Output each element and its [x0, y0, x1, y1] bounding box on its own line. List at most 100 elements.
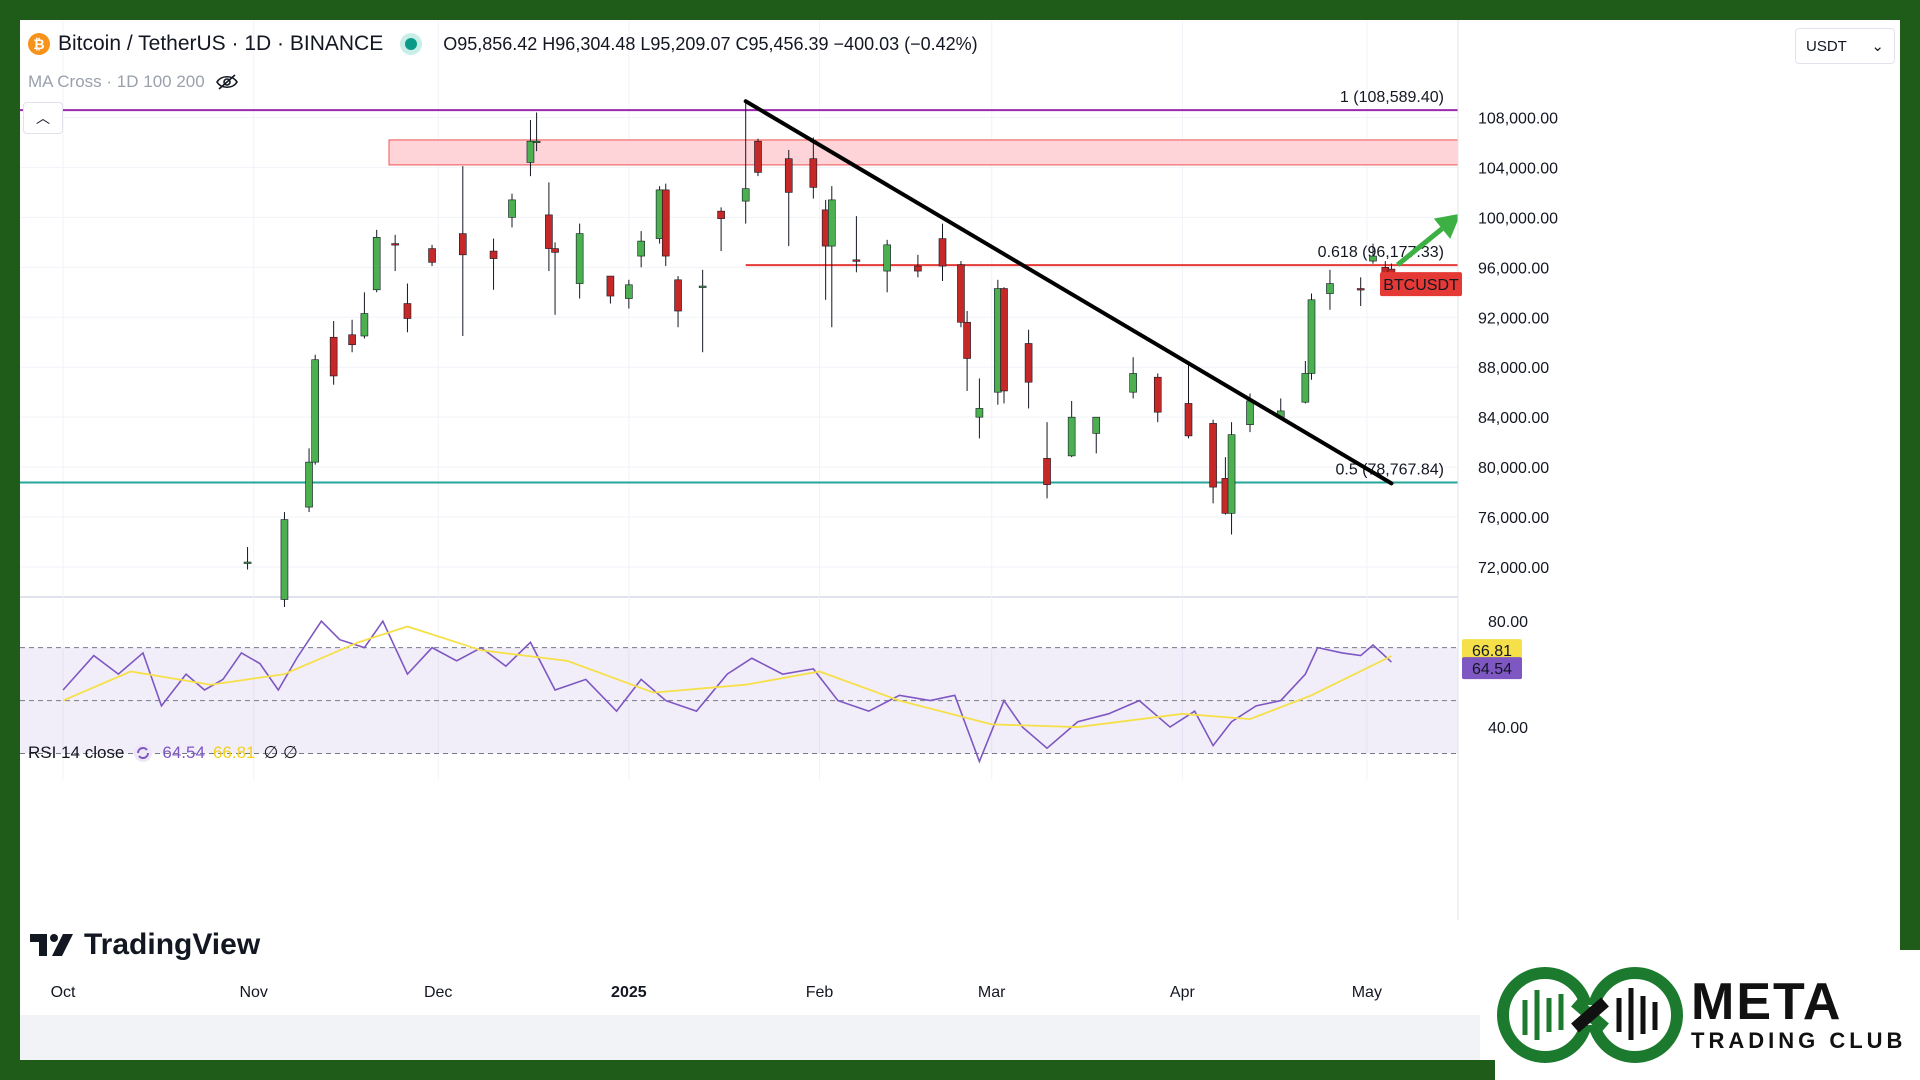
trading-club-wordmark: TRADING CLUB — [1691, 1028, 1907, 1053]
rsi-band-fill — [20, 647, 1458, 754]
price-tick-label: 96,000.00 — [1478, 260, 1549, 277]
eye-hidden-icon[interactable] — [215, 73, 239, 91]
descending-trendline — [743, 99, 1394, 486]
collapse-legend-button[interactable]: ︿ — [23, 102, 63, 134]
rsi-value-badge-label: 64.54 — [1472, 661, 1512, 678]
candle-body — [1129, 373, 1137, 393]
price-tick-label: 104,000.00 — [1478, 160, 1558, 177]
candle-body — [938, 238, 947, 267]
candle-body — [827, 199, 836, 247]
symbol-price-label: BTCUSDT — [1383, 277, 1459, 294]
grid-layer — [20, 20, 1458, 780]
candle-body — [1024, 343, 1033, 383]
candle-body — [489, 250, 498, 259]
candle-body — [717, 210, 725, 219]
candle-body — [1209, 423, 1217, 488]
candle-body — [674, 279, 682, 312]
candle-body — [1043, 458, 1051, 485]
rsi-value-badge — [1462, 657, 1522, 680]
candle-body — [1369, 255, 1377, 262]
candle-body — [391, 243, 399, 246]
candle-body — [637, 240, 645, 257]
candles-layer — [243, 99, 1396, 607]
candle-body — [311, 359, 320, 463]
candle-body — [975, 408, 984, 418]
candle-body — [1326, 283, 1334, 294]
chart-frame: 1 (108,589.40) 0.618 (96,177.33) 0.5 (78,7… — [20, 20, 1920, 1080]
candle-body — [957, 264, 965, 323]
candle-body — [458, 233, 467, 256]
chart-canvas[interactable]: 1 (108,589.40) 0.618 (96,177.33) 0.5 (78,7… — [20, 20, 1900, 1060]
candle-body — [883, 244, 891, 272]
rsi-tick-label: 80.00 — [1488, 614, 1528, 631]
tradingview-icon — [30, 934, 73, 956]
rsi-value-badge — [1462, 639, 1522, 662]
time-tick-label: Nov — [239, 984, 267, 1001]
price-tick-label: 76,000.00 — [1478, 510, 1549, 527]
symbol-header: ₿ Bitcoin / TetherUS · 1D · BINANCE O95,… — [28, 32, 978, 56]
rsi-label[interactable]: RSI 14 close — [28, 743, 125, 762]
candle-body — [575, 233, 584, 284]
candle-body — [1153, 376, 1162, 413]
currency-value: USDT — [1806, 37, 1847, 55]
candle-body — [243, 561, 252, 564]
rsi-ma-line — [62, 625, 1392, 728]
candle-body — [625, 284, 633, 299]
rsi-ma-value: 66.81 — [212, 743, 256, 762]
rsi-extra-values: ∅ ∅ — [263, 743, 298, 762]
resistance-zone — [388, 139, 1485, 166]
fib-level-label: 0.5 (78,767.84) — [1335, 462, 1444, 479]
bottom-toolbar-strip — [20, 1015, 1480, 1060]
candle-body — [1000, 288, 1008, 392]
candle-body — [1246, 400, 1254, 425]
time-tick-label: 2025 — [611, 984, 647, 1001]
candle-body — [348, 334, 356, 346]
meta-trading-club-logo: META TRADING CLUB — [1495, 950, 1920, 1080]
time-tick-label: Oct — [51, 984, 76, 1001]
price-tick-label: 108,000.00 — [1478, 110, 1558, 127]
price-tick-label: 84,000.00 — [1478, 410, 1549, 427]
tradingview-wordmark: TradingView — [84, 928, 261, 961]
drawings-layer — [743, 99, 1461, 486]
candle-body — [606, 275, 615, 297]
tradingview-logo[interactable]: TradingView — [30, 928, 260, 962]
candle-body — [403, 303, 412, 319]
candle-body — [508, 199, 516, 218]
market-open-icon — [405, 38, 418, 50]
chevron-down-icon: ⌄ — [1871, 38, 1884, 55]
price-tick-label: 88,000.00 — [1478, 360, 1549, 377]
candle-body — [1184, 403, 1193, 437]
meta-wordmark: META — [1691, 973, 1843, 1031]
forecast-arrow-shaft — [1396, 226, 1444, 267]
candle-body — [428, 248, 436, 263]
rsi-legend: RSI 14 close 64.54 66.81 ∅ ∅ — [28, 742, 298, 764]
candle-body — [1301, 373, 1310, 403]
candle-body — [305, 461, 313, 508]
chevron-up-icon: ︿ — [36, 110, 50, 126]
candle-body — [661, 189, 670, 257]
candle-body — [963, 321, 971, 359]
candle-body — [372, 237, 381, 291]
candle-body — [1227, 434, 1236, 514]
rsi-tick-label: 40.00 — [1488, 720, 1528, 737]
fib-level-label: 1 (108,589.40) — [1340, 89, 1444, 106]
infinity-chart-icon — [1497, 967, 1683, 1063]
bitcoin-icon: ₿ — [28, 33, 50, 55]
resistance-zone-layer — [388, 139, 1485, 166]
time-tick-label: Feb — [806, 984, 834, 1001]
time-tick-label: May — [1352, 984, 1382, 1001]
rsi-line — [62, 619, 1392, 764]
fib-level-label: 0.618 (96,177.33) — [1318, 244, 1444, 261]
candle-body — [741, 188, 750, 202]
currency-select[interactable]: USDT ⌄ — [1795, 28, 1895, 64]
symbol-title[interactable]: Bitcoin / TetherUS · 1D · BINANCE — [58, 32, 384, 55]
price-tick-label: 100,000.00 — [1478, 210, 1558, 227]
candle-body — [1356, 288, 1365, 291]
ma-cross-label[interactable]: MA Cross · 1D 100 200 — [28, 72, 205, 91]
price-tick-label: 80,000.00 — [1478, 460, 1549, 477]
candle-body — [551, 248, 559, 253]
rsi-value: 64.54 — [162, 743, 205, 762]
levels-layer: 1 (108,589.40) 0.618 (96,177.33) 0.5 (78,7… — [20, 89, 1458, 484]
price-axis-background — [1458, 20, 1900, 920]
candle-body — [329, 336, 338, 377]
